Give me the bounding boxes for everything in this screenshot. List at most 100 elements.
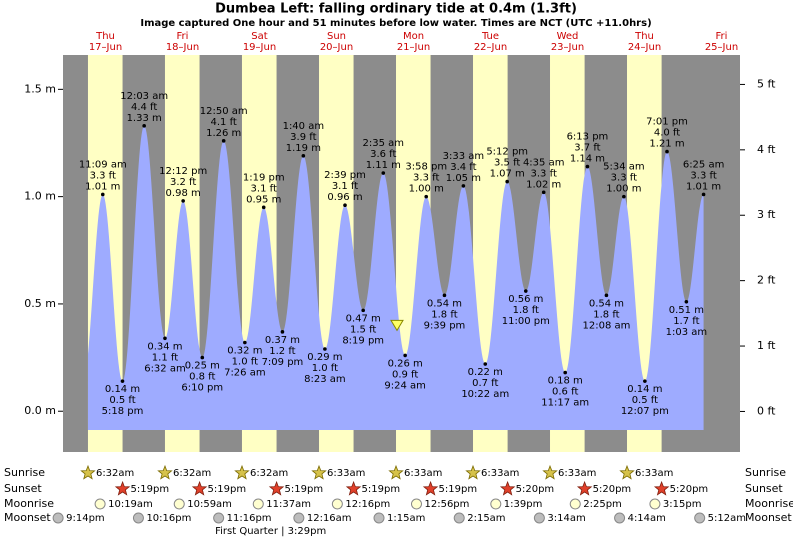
moon-icon — [52, 512, 64, 524]
moon-icon — [453, 512, 465, 524]
tide-height-ft: 0.6 ft — [552, 387, 578, 398]
tide-time: 1:40 am — [283, 121, 325, 132]
tide-time: 5:34 am — [603, 162, 645, 173]
tide-height-m: 0.96 m — [327, 192, 362, 203]
moonset-time: 2:15am — [467, 513, 505, 524]
moonrise-time: 10:19am — [108, 499, 153, 510]
sunrise-time: 6:33am — [404, 468, 442, 479]
tide-height-ft: 3.3 ft — [531, 168, 557, 179]
tide-point — [665, 149, 669, 154]
row-label: Moonrise — [745, 497, 793, 510]
tide-height-m: 1.21 m — [649, 139, 684, 150]
tide-height-ft: 3.3 ft — [611, 173, 637, 184]
sun-icon — [191, 480, 208, 496]
tide-time: 11:17 am — [541, 398, 589, 409]
tide-point — [142, 124, 146, 128]
tide-point — [200, 355, 205, 360]
weekday-label: Fri — [716, 31, 728, 42]
weekday-label: Wed — [557, 31, 579, 42]
tide-point — [243, 340, 247, 345]
tide-height-m: 1.19 m — [286, 143, 321, 154]
sun-icon — [268, 480, 285, 496]
tide-height-m: 1.00 m — [409, 184, 444, 195]
moonrise-time: 2:25pm — [583, 499, 622, 510]
tide-time: 1:03 am — [666, 327, 708, 338]
tide-height-ft: 3.5 ft — [494, 158, 520, 169]
row-label: Moonset — [745, 511, 792, 524]
tide-point — [604, 293, 609, 298]
tide-height-ft: 3.4 ft — [450, 162, 476, 173]
tide-time: 3:58 pm — [405, 162, 447, 173]
tide-height-ft: 3.3 ft — [413, 173, 439, 184]
sun-icon — [388, 464, 404, 480]
sun-icon — [499, 480, 516, 496]
moon-icon — [252, 498, 264, 510]
tide-point — [261, 205, 266, 210]
moon-icon — [173, 498, 185, 510]
tide-height-ft: 3.2 ft — [170, 177, 196, 188]
sunset-time: 5:20pm — [516, 484, 555, 495]
tide-height-m: 0.29 m — [307, 352, 342, 363]
tide-time: 6:25 am — [683, 159, 725, 170]
tide-height-ft: 3.7 ft — [574, 143, 600, 154]
tide-point — [221, 139, 226, 143]
tide-point — [585, 164, 590, 169]
tide-height-ft: 0.9 ft — [392, 369, 418, 380]
tide-height-m: 1.01 m — [85, 181, 120, 192]
weekday-label: Sat — [251, 31, 267, 42]
tide-time: 6:10 pm — [181, 383, 223, 394]
tide-time: 2:35 am — [363, 138, 405, 149]
tide-point — [701, 192, 706, 197]
tide-point — [361, 308, 365, 313]
moonrise-time: 10:59am — [187, 499, 232, 510]
tide-point — [541, 190, 546, 195]
tide-height-ft: 3.3 ft — [90, 170, 116, 181]
tide-area — [87, 125, 704, 431]
moonset-time: 4:14am — [628, 513, 666, 524]
tide-height-ft: 0.7 ft — [472, 378, 498, 389]
tide-time: 7:09 pm — [262, 357, 304, 368]
tide-point — [343, 203, 347, 208]
tide-point — [684, 299, 689, 304]
tide-point — [120, 379, 125, 383]
tide-height-ft: 3.9 ft — [290, 132, 316, 143]
tide-height-ft: 4.4 ft — [131, 102, 157, 113]
weekday-label: Mon — [403, 31, 424, 42]
sunrise-time: 6:32am — [96, 468, 134, 479]
tide-height-ft: 1.7 ft — [673, 316, 699, 327]
tide-time: 3:33 am — [443, 151, 485, 162]
sunrise-time: 6:32am — [250, 468, 288, 479]
moon-icon — [213, 512, 225, 524]
tide-height-ft: 1.8 ft — [593, 309, 619, 320]
sun-icon — [311, 464, 327, 480]
tide-time: 11:09 am — [79, 159, 127, 170]
y-tick-label: 1.5 m — [24, 82, 56, 95]
tide-time: 1:19 pm — [243, 172, 285, 183]
y2-tick-label: 0 ft — [757, 404, 776, 417]
sun-icon — [114, 480, 131, 496]
y2-tick-label: 4 ft — [757, 143, 776, 156]
moonrise-time: 1:39pm — [504, 499, 543, 510]
sunset-time: 5:19pm — [362, 484, 401, 495]
row-label: Moonrise — [4, 497, 54, 510]
moonset-time: 3:14am — [547, 513, 585, 524]
tide-time: 5:12 pm — [486, 147, 528, 158]
tide-time: 12:12 pm — [159, 166, 207, 177]
moonrise-time: 3:15pm — [663, 499, 702, 510]
y2-tick-label: 5 ft — [757, 77, 776, 90]
y-tick-label: 0.5 m — [24, 297, 56, 310]
sunrise-time: 6:32am — [173, 468, 211, 479]
weekday-label: Fri — [177, 31, 189, 42]
moon-icon — [649, 498, 661, 510]
y-tick-label: 0.0 m — [24, 404, 56, 417]
sunset-time: 5:19pm — [439, 484, 478, 495]
tide-time: 12:50 am — [200, 106, 248, 117]
tide-height-ft: 1.0 ft — [232, 357, 258, 368]
tide-height-ft: 3.6 ft — [370, 149, 396, 160]
moonset-time: 5:12am — [708, 513, 746, 524]
sunset-time: 5:19pm — [208, 484, 247, 495]
tide-height-m: 0.98 m — [166, 188, 201, 199]
tide-height-m: 0.95 m — [246, 194, 281, 205]
tide-height-ft: 4.0 ft — [654, 128, 680, 139]
moon-icon — [694, 512, 706, 524]
